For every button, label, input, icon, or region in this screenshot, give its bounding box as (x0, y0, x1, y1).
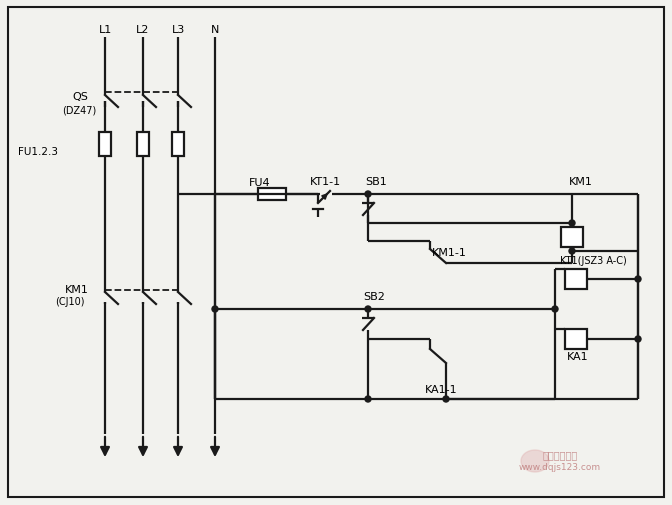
Circle shape (365, 307, 371, 313)
Bar (561, 228, 583, 247)
Text: KA1-1: KA1-1 (425, 384, 458, 394)
Text: KA1: KA1 (567, 351, 589, 361)
Bar (99, 133, 111, 157)
Text: www.dqjs123.com: www.dqjs123.com (519, 463, 601, 472)
Text: SB2: SB2 (363, 291, 385, 301)
Circle shape (212, 307, 218, 313)
Circle shape (569, 221, 575, 227)
Text: KM1: KM1 (65, 284, 89, 294)
Text: KT1(JSZ3 A-C): KT1(JSZ3 A-C) (560, 256, 627, 266)
Circle shape (443, 396, 449, 402)
Text: L2: L2 (136, 25, 150, 35)
Ellipse shape (521, 450, 549, 472)
Text: SB1: SB1 (365, 177, 387, 187)
Circle shape (365, 396, 371, 402)
Circle shape (635, 336, 641, 342)
Text: L1: L1 (98, 25, 112, 35)
Circle shape (569, 248, 575, 255)
Circle shape (552, 307, 558, 313)
Text: (CJ10): (CJ10) (55, 296, 85, 307)
Bar (565, 329, 587, 349)
Bar (257, 189, 286, 200)
Text: KM1: KM1 (569, 177, 593, 187)
Bar (137, 133, 149, 157)
Circle shape (635, 276, 641, 282)
Text: QS: QS (72, 92, 88, 102)
Text: 电工技术之家: 电工技术之家 (542, 449, 578, 459)
Text: KM1-1: KM1-1 (432, 247, 467, 258)
Text: L3: L3 (171, 25, 185, 35)
Circle shape (365, 191, 371, 197)
Bar (172, 133, 184, 157)
Text: N: N (211, 25, 219, 35)
Text: KT1-1: KT1-1 (310, 177, 341, 187)
Text: FU1.2.3: FU1.2.3 (18, 147, 58, 157)
Text: FU4: FU4 (249, 178, 271, 188)
Bar (565, 270, 587, 289)
Text: (DZ47): (DZ47) (62, 105, 96, 115)
